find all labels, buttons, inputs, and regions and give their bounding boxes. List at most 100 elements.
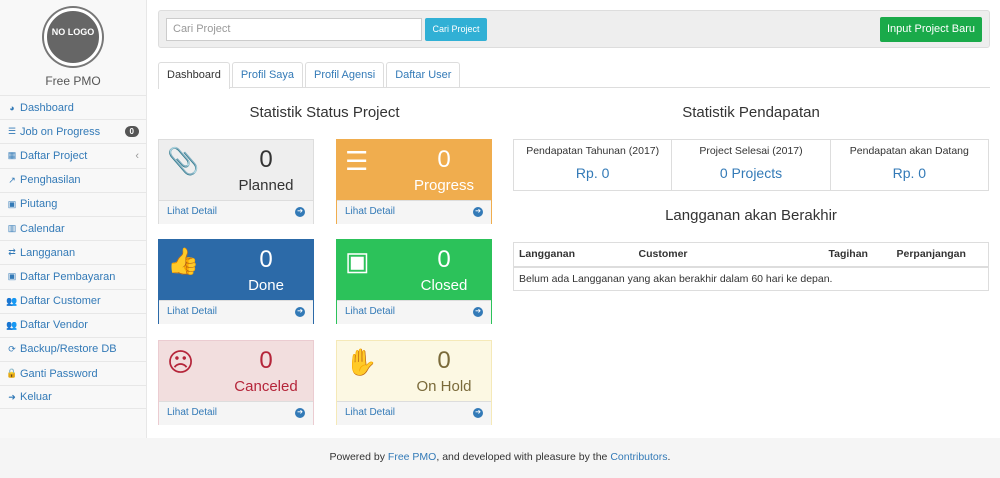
col-perpanjangan: Perpanjangan xyxy=(891,242,989,268)
brand-name: Free PMO xyxy=(45,74,101,88)
card-count: 0 xyxy=(259,347,273,374)
card-label: Closed xyxy=(420,277,468,294)
revenue-upcoming: Pendapatan akan Datang Rp. 0 xyxy=(831,140,988,190)
view-detail-link[interactable]: Lihat Detail ➔ xyxy=(159,200,313,224)
card-count: 0 xyxy=(259,246,273,273)
card-body: ▣ 0 Closed xyxy=(337,240,491,300)
table-row: Belum ada Langganan yang akan berakhir d… xyxy=(514,267,989,291)
sidebar-item-penghasilan[interactable]: ↗ Penghasilan xyxy=(0,167,147,192)
search-input[interactable]: Cari Project xyxy=(166,18,422,41)
contributors-link[interactable]: Contributors xyxy=(610,451,668,463)
count-badge: 0 xyxy=(124,126,139,138)
tasks-icon: ☰ xyxy=(7,126,17,137)
col-tagihan: Tagihan xyxy=(823,242,892,268)
chevron-left-icon: ‹ xyxy=(135,149,139,162)
sidebar-item-label: Piutang xyxy=(20,198,58,211)
card-count: 0 xyxy=(437,347,451,374)
sign-out-icon: ➜ xyxy=(8,391,16,402)
link-text: Lihat Detail xyxy=(345,306,396,317)
tabs: Dashboard Profil Saya Profil Agensi Daft… xyxy=(158,62,990,89)
view-detail-link[interactable]: Lihat Detail ➔ xyxy=(337,200,491,224)
projects-completed: Project Selesai (2017) 0 Projects xyxy=(672,140,831,190)
sidebar-item-label: Daftar Pembayaran xyxy=(20,270,116,283)
card-label: On Hold xyxy=(416,378,472,395)
subscriptions-title: Langganan akan Berakhir xyxy=(665,207,837,224)
status-card-on-hold: ✋ 0 On Hold Lihat Detail ➔ xyxy=(336,340,492,425)
sidebar-item-backup-restore-db[interactable]: ⟳ Backup/Restore DB xyxy=(0,336,147,361)
table-icon: ▦ xyxy=(7,150,17,161)
sidebar-menu: ◕ Dashboard ☰ Job on Progress 0 ▦ Daftar Proje… xyxy=(0,95,147,410)
tab-profil-saya[interactable]: Profil Saya xyxy=(231,62,304,88)
empty-message: Belum ada Langganan yang akan berakhir d… xyxy=(519,272,833,285)
view-detail-link[interactable]: Lihat Detail ➔ xyxy=(159,401,313,425)
card-label: Planned xyxy=(238,177,294,194)
link-text: Lihat Detail xyxy=(167,206,218,217)
sidebar-item-daftar-vendor[interactable]: 👥 Daftar Vendor xyxy=(0,312,147,337)
sidebar-item-daftar-project[interactable]: ▦ Daftar Project ‹ xyxy=(0,143,147,167)
logo-text: NO LOGO xyxy=(51,27,95,37)
lock-icon: 🔒 xyxy=(6,368,18,379)
line-chart-icon: ↗ xyxy=(8,174,16,185)
sidebar-item-piutang[interactable]: ▣ Piutang xyxy=(0,191,147,216)
card-body: ✋ 0 On Hold xyxy=(337,341,491,401)
frown-icon: ☹ xyxy=(167,347,195,377)
stat-label: Pendapatan Tahunan (2017) xyxy=(526,145,660,157)
sidebar-item-label: Langganan xyxy=(20,246,76,259)
stat-value[interactable]: Rp. 0 xyxy=(575,165,610,181)
arrow-circle-right-icon: ➔ xyxy=(473,408,483,418)
logo: NO LOGO xyxy=(44,8,102,66)
sidebar-item-label: Calendar xyxy=(20,222,65,235)
tab-profil-agensi[interactable]: Profil Agensi xyxy=(305,62,385,88)
arrow-circle-right-icon: ➔ xyxy=(295,307,305,317)
sidebar-item-calendar[interactable]: ▥ Calendar xyxy=(0,215,147,240)
card-label: Done xyxy=(248,277,284,294)
link-text: Lihat Detail xyxy=(167,407,218,418)
stat-label: Pendapatan akan Datang xyxy=(849,145,969,157)
free-pmo-link[interactable]: Free PMO xyxy=(387,451,437,463)
calendar-icon: ▥ xyxy=(7,223,17,234)
sidebar-item-daftar-customer[interactable]: 👥 Daftar Customer xyxy=(0,288,147,313)
sidebar-item-langganan[interactable]: ⇄ Langganan xyxy=(0,240,147,264)
sidebar-item-label: Job on Progress xyxy=(20,125,101,138)
card-count: 0 xyxy=(437,146,451,173)
footer: Powered by Free PMO, and developed with … xyxy=(0,438,1000,478)
status-title: Statistik Status Project xyxy=(249,104,400,121)
revenue-annual: Pendapatan Tahunan (2017) Rp. 0 xyxy=(514,140,673,190)
thumbs-up-icon: 👍 xyxy=(167,246,200,276)
card-count: 0 xyxy=(259,146,273,173)
top-bar: Cari Project Cari Project Input Project … xyxy=(158,10,990,48)
stat-value[interactable]: Rp. 0 xyxy=(892,165,927,181)
paperclip-icon: 📎 xyxy=(167,146,200,176)
money-icon: ▣ xyxy=(345,246,370,276)
revenue-title: Statistik Pendapatan xyxy=(682,104,820,121)
sidebar-item-dashboard[interactable]: ◕ Dashboard xyxy=(0,95,147,119)
tasks-icon: ☰ xyxy=(345,146,369,176)
status-card-canceled: ☹ 0 Canceled Lihat Detail ➔ xyxy=(158,340,314,425)
dashboard-icon: ◕ xyxy=(9,102,15,113)
sidebar-item-daftar-pembayaran[interactable]: ▣ Daftar Pembayaran xyxy=(0,264,147,288)
card-body: 👍 0 Done xyxy=(159,240,313,300)
view-detail-link[interactable]: Lihat Detail ➔ xyxy=(159,300,313,324)
status-card-done: 👍 0 Done Lihat Detail ➔ xyxy=(158,239,314,324)
view-detail-link[interactable]: Lihat Detail ➔ xyxy=(337,300,491,324)
sidebar-item-label: Ganti Password xyxy=(20,367,98,380)
footer-text: Powered by xyxy=(329,451,388,463)
revenue-stats: Pendapatan Tahunan (2017) Rp. 0 Project S… xyxy=(513,139,989,191)
col-customer: Customer xyxy=(633,242,824,268)
arrow-circle-right-icon: ➔ xyxy=(295,207,305,217)
col-langganan: Langganan xyxy=(513,242,634,268)
sidebar-item-label: Daftar Project xyxy=(20,149,88,162)
search-button[interactable]: Cari Project xyxy=(425,18,487,41)
view-detail-link[interactable]: Lihat Detail ➔ xyxy=(337,401,491,425)
tab-daftar-user[interactable]: Daftar User xyxy=(386,62,461,88)
new-project-button[interactable]: Input Project Baru xyxy=(880,17,982,42)
sidebar-item-ganti-password[interactable]: 🔒 Ganti Password xyxy=(0,361,147,385)
card-label: Progress xyxy=(413,177,475,194)
sidebar-item-label: Daftar Customer xyxy=(20,295,101,308)
tab-dashboard[interactable]: Dashboard xyxy=(158,62,230,89)
users-icon: 👥 xyxy=(6,319,18,330)
sidebar-item-job-on-progress[interactable]: ☰ Job on Progress 0 xyxy=(0,119,147,143)
stat-value[interactable]: 0 Projects xyxy=(719,165,783,181)
sidebar-item-keluar[interactable]: ➜ Keluar xyxy=(0,385,147,410)
footer-text: , and developed with pleasure by the xyxy=(436,451,611,463)
